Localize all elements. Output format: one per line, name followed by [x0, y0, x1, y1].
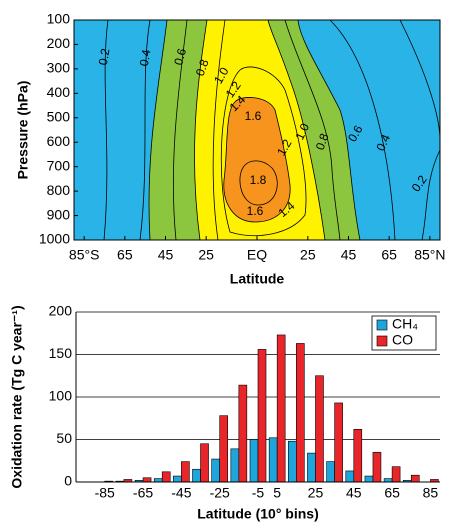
y-tick-label: 200 — [49, 303, 73, 319]
y-tick-label: 100 — [49, 388, 73, 404]
contour-line — [239, 160, 278, 206]
bar — [315, 375, 324, 483]
x-axis-label: Latitude — [230, 271, 285, 287]
bar — [326, 461, 335, 483]
contour-label: 1.0 — [292, 121, 312, 142]
x-axis-label: Latitude (10° bins) — [197, 506, 319, 522]
x-tick-label: 45 — [158, 247, 174, 263]
legend-swatch — [376, 335, 388, 347]
bar — [142, 477, 152, 483]
contour-label: 0.4 — [373, 132, 393, 153]
y-axis-label: Pressure (hPa) — [15, 81, 31, 180]
legend-label: CO — [392, 332, 413, 348]
x-tick-label: EQ — [247, 247, 267, 263]
contour-line — [172, 19, 188, 241]
bar — [153, 478, 163, 483]
contour-line — [103, 19, 109, 241]
contour-label: 0.8 — [193, 57, 212, 78]
y-tick-label: 700 — [47, 157, 71, 173]
contour-line — [139, 19, 151, 241]
x-tick-label: 65 — [381, 247, 397, 263]
x-tick-label: 85°S — [69, 247, 100, 263]
bar — [383, 478, 393, 483]
y-tick-label: 300 — [47, 60, 71, 76]
bar — [391, 466, 401, 483]
bar — [238, 384, 248, 483]
legend-swatch — [376, 319, 388, 331]
y-axis-label: Oxidation rate (Tg C year⁻¹) — [9, 305, 25, 488]
bar — [276, 334, 286, 483]
y-tick-label: 0 — [64, 473, 72, 489]
contour-label: 1.6 — [245, 109, 262, 123]
x-tick-label: -85 — [95, 485, 115, 501]
bar — [288, 440, 297, 483]
bar — [249, 439, 259, 483]
contour-line — [212, 19, 226, 241]
contour-fill — [73, 19, 441, 241]
contour-label: 1.6 — [247, 204, 264, 218]
contour-label: 0.6 — [171, 47, 189, 67]
x-tick-label: -25 — [210, 485, 230, 501]
orange-band — [223, 97, 291, 223]
bar — [181, 461, 190, 483]
bar — [307, 452, 316, 483]
bar — [268, 437, 278, 483]
contour-line — [284, 19, 341, 241]
y-tick-label: 800 — [47, 182, 71, 198]
contour-line — [421, 149, 441, 241]
bar — [353, 428, 363, 483]
x-tick-label: 85 — [423, 485, 439, 501]
x-tick-label: 45 — [341, 247, 357, 263]
x-tick-label: 25 — [198, 247, 214, 263]
bar — [372, 451, 382, 483]
y-tick-label: 50 — [56, 430, 72, 446]
contour-label: 1.8 — [250, 173, 267, 187]
bar — [410, 474, 420, 483]
x-tick-label: 45 — [346, 485, 362, 501]
contour-line — [220, 66, 307, 237]
x-tick-label: -45 — [171, 485, 191, 501]
bar — [173, 475, 182, 483]
contour-label: 0.8 — [313, 131, 332, 152]
contour-label: 0.4 — [137, 48, 154, 67]
legend-label: CH₄ — [392, 316, 418, 332]
bar — [219, 415, 228, 483]
y-tick-label: 150 — [49, 345, 73, 361]
bar — [161, 471, 171, 483]
bar — [211, 458, 220, 483]
contour-label: 0.2 — [96, 47, 113, 66]
bar — [334, 402, 343, 483]
x-tick-label: 65 — [117, 247, 133, 263]
x-tick-label: -5 — [252, 485, 265, 501]
bar — [364, 475, 374, 483]
x-tick-label: 25 — [308, 485, 324, 501]
x-tick-label: 65 — [384, 485, 400, 501]
bar — [230, 448, 240, 483]
bar — [200, 443, 209, 483]
contour-line — [329, 19, 396, 241]
x-tick-label: 85°N — [414, 247, 445, 263]
y-tick-label: 400 — [47, 84, 71, 100]
bar — [192, 468, 201, 483]
x-tick-label: -65 — [133, 485, 153, 501]
bar — [296, 343, 305, 483]
y-tick-label: 100 — [47, 11, 71, 27]
y-tick-label: 200 — [47, 35, 71, 51]
y-tick-label: 900 — [47, 206, 71, 222]
y-tick-label: 1000 — [39, 231, 70, 247]
x-tick-label: 25 — [300, 247, 316, 263]
y-tick-label: 500 — [47, 108, 71, 124]
bar — [345, 470, 355, 483]
bar — [257, 349, 267, 483]
x-tick-label: 5 — [273, 485, 281, 501]
y-tick-label: 600 — [47, 133, 71, 149]
